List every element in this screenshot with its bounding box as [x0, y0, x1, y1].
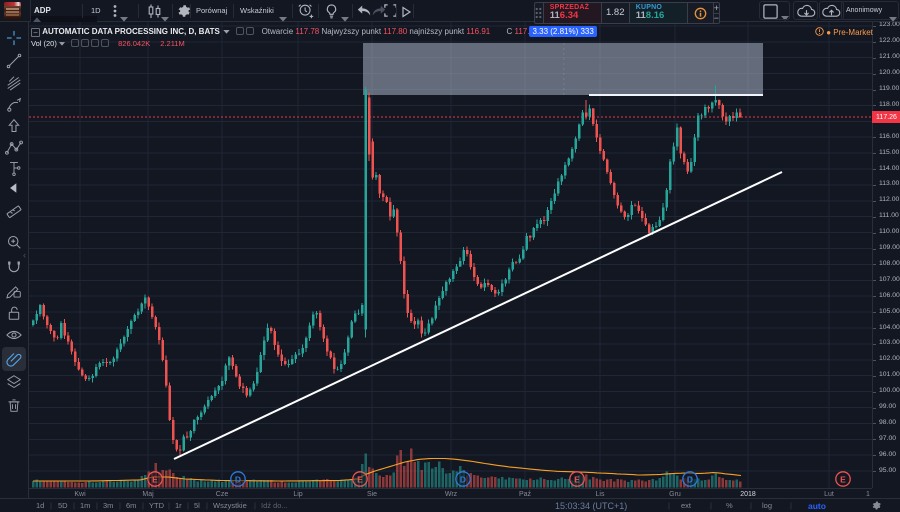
svg-text:D: D: [460, 474, 466, 484]
svg-text:E: E: [357, 474, 363, 484]
svg-text:D: D: [235, 474, 241, 484]
svg-text:E: E: [152, 474, 158, 484]
svg-text:E: E: [840, 474, 846, 484]
svg-text:E: E: [574, 474, 580, 484]
svg-text:D: D: [687, 474, 693, 484]
